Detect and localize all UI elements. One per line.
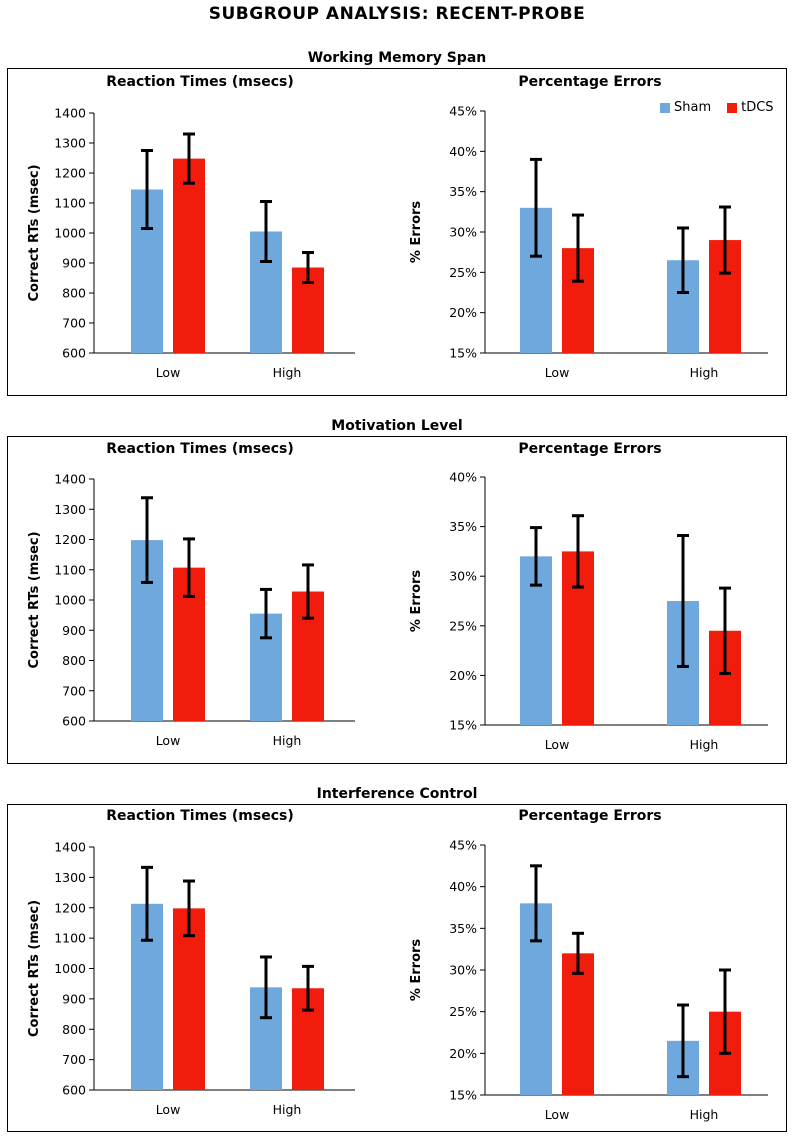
y-tick-label: 15%: [449, 346, 477, 361]
y-axis-label: % Errors: [409, 201, 424, 264]
y-tick-label: 15%: [449, 1088, 477, 1103]
y-tick-label: 20%: [449, 1046, 477, 1061]
bar-tdcs-low: [173, 158, 205, 353]
y-tick-label: 30%: [449, 225, 477, 240]
y-tick-label: 20%: [449, 668, 477, 683]
y-tick-label: 35%: [449, 519, 477, 534]
x-category-label: High: [273, 1102, 302, 1117]
y-tick-label: 1300: [54, 870, 86, 885]
y-tick-label: 25%: [449, 1004, 477, 1019]
y-tick-label: 1000: [54, 226, 86, 241]
x-category-label: Low: [156, 733, 181, 748]
y-tick-label: 800: [62, 1022, 86, 1037]
y-tick-label: 900: [62, 256, 86, 271]
bar-tdcs-low: [173, 908, 205, 1090]
legend-swatch-tdcs: [727, 102, 738, 113]
chart-title-ic-rt: Reaction Times (msecs): [106, 808, 294, 824]
y-tick-label: 700: [62, 1052, 86, 1067]
x-category-label: High: [690, 365, 719, 380]
y-tick-label: 1000: [54, 961, 86, 976]
section-title-motivation: Motivation Level: [331, 418, 463, 434]
y-tick-label: 20%: [449, 305, 477, 320]
legend: Sham tDCS: [660, 100, 774, 115]
y-tick-label: 600: [62, 346, 86, 361]
y-tick-label: 1200: [54, 166, 86, 181]
chart-title-wm-rt: Reaction Times (msecs): [106, 74, 294, 90]
x-category-label: High: [273, 733, 302, 748]
y-tick-label: 25%: [449, 618, 477, 633]
legend-swatch-sham: [660, 102, 670, 113]
y-tick-label: 1200: [54, 900, 86, 915]
legend-label-sham: Sham: [674, 100, 712, 115]
y-tick-label: 1000: [54, 593, 86, 608]
y-tick-label: 600: [62, 714, 86, 729]
y-tick-label: 700: [62, 316, 86, 331]
y-tick-label: 1400: [54, 472, 86, 487]
y-tick-label: 15%: [449, 718, 477, 733]
x-category-label: Low: [545, 737, 570, 752]
x-category-label: High: [690, 737, 719, 752]
x-category-label: Low: [156, 365, 181, 380]
y-axis-label: % Errors: [409, 570, 424, 633]
chart-title-wm-err: Percentage Errors: [518, 74, 662, 90]
y-tick-label: 40%: [449, 879, 477, 894]
y-tick-label: 30%: [449, 569, 477, 584]
bar-tdcs-low: [562, 953, 594, 1095]
legend-label-tdcs: tDCS: [741, 100, 774, 115]
section-title-working-memory: Working Memory Span: [307, 50, 487, 66]
x-category-label: High: [273, 365, 302, 380]
panel-working-memory: [7, 68, 787, 396]
y-tick-label: 45%: [449, 104, 477, 119]
x-category-label: Low: [156, 1102, 181, 1117]
y-tick-label: 1400: [54, 106, 86, 121]
y-tick-label: 1300: [54, 136, 86, 151]
panel-motivation: [7, 436, 787, 764]
y-tick-label: 1400: [54, 840, 86, 855]
panel-interference: [7, 804, 787, 1132]
y-axis-label: Correct RTs (msec): [27, 531, 42, 668]
y-tick-label: 35%: [449, 184, 477, 199]
y-tick-label: 1200: [54, 532, 86, 547]
chart-title-mot-err: Percentage Errors: [518, 441, 662, 457]
y-tick-label: 45%: [449, 838, 477, 853]
y-tick-label: 900: [62, 623, 86, 638]
x-category-label: Low: [545, 365, 570, 380]
y-tick-label: 1100: [54, 196, 86, 211]
figure-title: SUBGROUP ANALYSIS: RECENT-PROBE: [208, 4, 586, 24]
y-tick-label: 800: [62, 286, 86, 301]
y-tick-label: 30%: [449, 963, 477, 978]
y-axis-label: % Errors: [409, 939, 424, 1002]
y-tick-label: 1300: [54, 502, 86, 517]
y-tick-label: 25%: [449, 265, 477, 280]
y-tick-label: 35%: [449, 921, 477, 936]
y-tick-label: 1100: [54, 931, 86, 946]
y-tick-label: 600: [62, 1083, 86, 1098]
y-axis-label: Correct RTs (msec): [27, 164, 42, 301]
section-title-interference: Interference Control: [316, 786, 478, 802]
y-tick-label: 1100: [54, 562, 86, 577]
y-tick-label: 700: [62, 683, 86, 698]
x-category-label: High: [690, 1107, 719, 1122]
y-tick-label: 40%: [449, 470, 477, 485]
chart-title-ic-err: Percentage Errors: [518, 808, 662, 824]
y-axis-label: Correct RTs (msec): [27, 900, 42, 1037]
y-tick-label: 40%: [449, 144, 477, 159]
y-tick-label: 900: [62, 991, 86, 1006]
x-category-label: Low: [545, 1107, 570, 1122]
chart-title-mot-rt: Reaction Times (msecs): [106, 441, 294, 457]
y-tick-label: 800: [62, 653, 86, 668]
